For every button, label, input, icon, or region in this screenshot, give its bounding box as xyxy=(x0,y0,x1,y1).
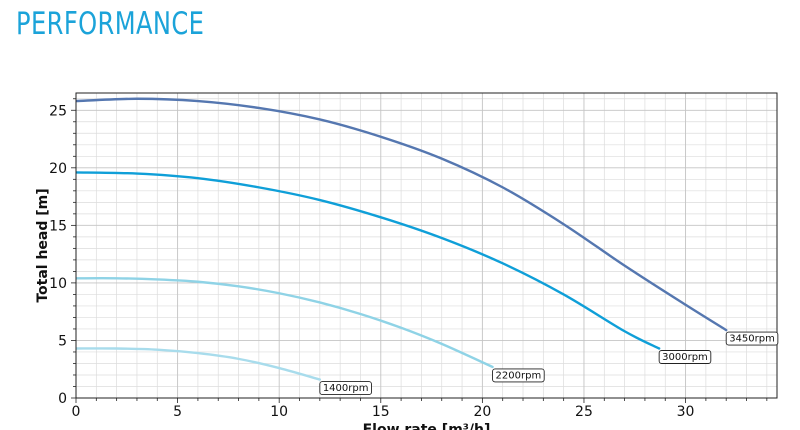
y-tick-label: 0 xyxy=(58,391,67,407)
curve-label-3000rpm: 3000rpm xyxy=(658,350,712,364)
curve-3000rpm xyxy=(76,171,661,350)
y-axis-title: Total head [m] xyxy=(35,188,51,302)
major-grid xyxy=(75,93,777,399)
x-tick-label: 0 xyxy=(72,404,81,420)
curve-3450rpm xyxy=(76,97,728,332)
curve-label-3450rpm: 3450rpm xyxy=(725,331,779,346)
x-tick-label: 5 xyxy=(173,404,182,420)
y-tick-label: 20 xyxy=(49,161,67,177)
curve-label-box xyxy=(658,350,712,364)
curve-label-text: 3450rpm xyxy=(729,334,775,345)
y-tick-label: 25 xyxy=(49,103,67,119)
y-tick-label: 10 xyxy=(49,276,67,292)
axis-ticks xyxy=(71,98,768,403)
x-tick-label: 30 xyxy=(677,404,695,420)
curve-label-text: 1400rpm xyxy=(323,383,369,394)
x-tick-label: 15 xyxy=(372,404,390,420)
curve-label-2200rpm: 2200rpm xyxy=(492,368,545,383)
curve-2200rpm xyxy=(76,277,494,369)
x-tick-label: 20 xyxy=(473,404,491,420)
y-tick-label: 5 xyxy=(58,333,67,349)
curve-label-box xyxy=(319,381,372,396)
curve-1400rpm xyxy=(76,347,322,381)
curve-label-1400rpm: 1400rpm xyxy=(319,381,372,396)
curve-label-text: 2200rpm xyxy=(496,370,542,381)
x-axis-title: Flow rate [m³/h] xyxy=(363,422,491,430)
x-tick-label: 10 xyxy=(270,404,288,420)
series-layer xyxy=(76,97,728,381)
plot-area xyxy=(76,93,777,398)
x-tick-label: 25 xyxy=(575,404,593,420)
page-title: PERFORMANCE xyxy=(16,6,205,42)
curve-label-text: 3000rpm xyxy=(662,352,708,363)
tick-labels: 0 5 10 15 20 25 30 0 5 10 15 20 25 xyxy=(49,103,694,420)
curve-label-box xyxy=(492,368,545,383)
curve-label-box xyxy=(725,331,779,346)
plot-frame xyxy=(75,92,778,399)
curve-labels: 3450rpm 3000rpm 2200rpm 1400rpm xyxy=(319,331,779,396)
y-tick-label: 15 xyxy=(49,218,67,234)
